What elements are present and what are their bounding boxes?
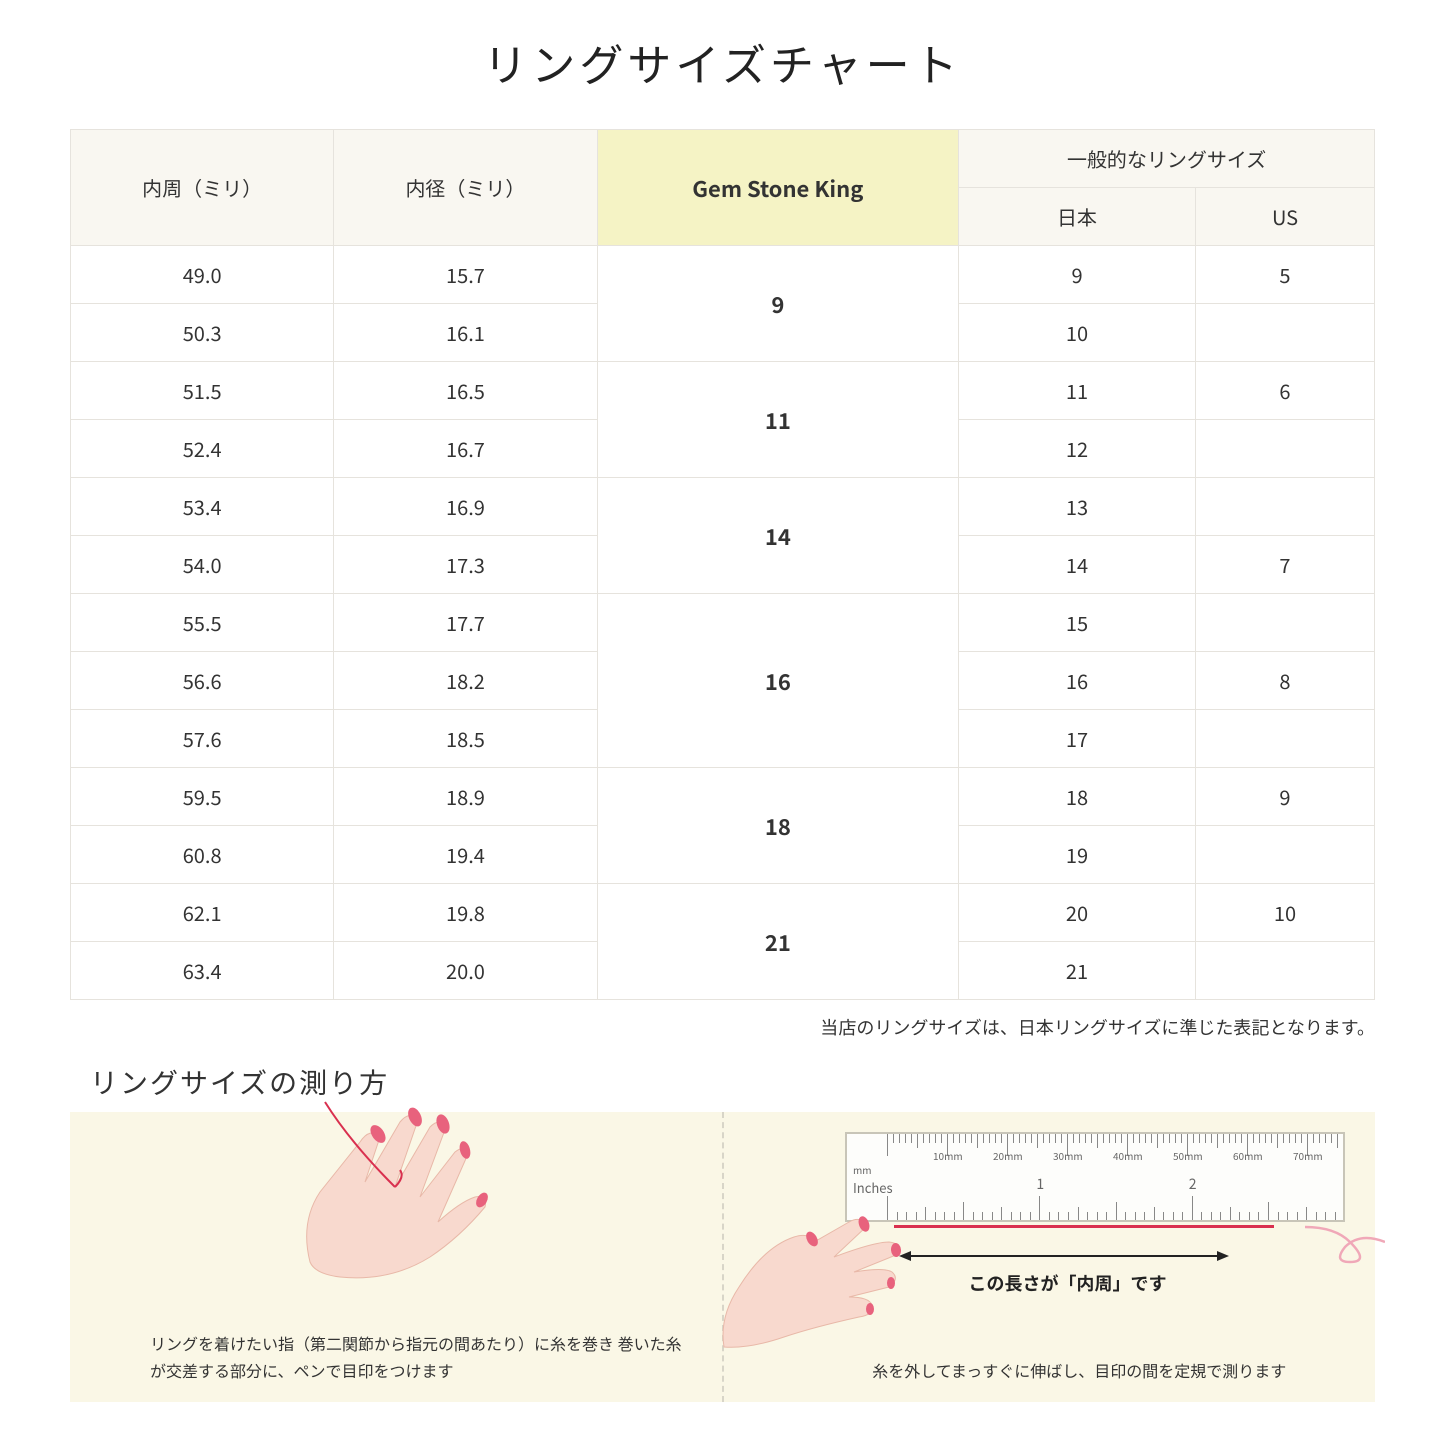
cell-diameter: 16.5 bbox=[334, 362, 597, 420]
cell-gsk: 16 bbox=[597, 594, 958, 768]
cell-circumference: 57.6 bbox=[71, 710, 334, 768]
cell-us bbox=[1195, 594, 1374, 652]
cell-diameter: 20.0 bbox=[334, 942, 597, 1000]
cell-japan: 19 bbox=[959, 826, 1196, 884]
cell-diameter: 18.5 bbox=[334, 710, 597, 768]
cell-japan: 14 bbox=[959, 536, 1196, 594]
table-row: 59.518.918189 bbox=[71, 768, 1375, 826]
cell-diameter: 19.4 bbox=[334, 826, 597, 884]
cell-japan: 16 bbox=[959, 652, 1196, 710]
table-row: 55.517.71615 bbox=[71, 594, 1375, 652]
cell-us: 7 bbox=[1195, 536, 1374, 594]
table-note: 当店のリングサイズは、日本リングサイズに準じた表記となります。 bbox=[70, 1014, 1375, 1040]
cell-gsk: 18 bbox=[597, 768, 958, 884]
cell-circumference: 63.4 bbox=[71, 942, 334, 1000]
hand-hold-icon bbox=[714, 1187, 914, 1357]
cell-japan: 18 bbox=[959, 768, 1196, 826]
cell-circumference: 49.0 bbox=[71, 246, 334, 304]
arrow-label: この長さが「内周」です bbox=[969, 1270, 1167, 1296]
cell-gsk: 21 bbox=[597, 884, 958, 1000]
cell-circumference: 52.4 bbox=[71, 420, 334, 478]
col-common: 一般的なリングサイズ bbox=[959, 130, 1375, 188]
cell-circumference: 62.1 bbox=[71, 884, 334, 942]
page-title: リングサイズチャート bbox=[70, 30, 1375, 94]
cell-diameter: 16.9 bbox=[334, 478, 597, 536]
cell-us bbox=[1195, 826, 1374, 884]
cell-us bbox=[1195, 710, 1374, 768]
ruler-icon: mm Inches 10mm20mm30mm40mm50mm60mm70mm12 bbox=[845, 1132, 1345, 1222]
cell-japan: 9 bbox=[959, 246, 1196, 304]
table-row: 62.119.8212010 bbox=[71, 884, 1375, 942]
col-japan: 日本 bbox=[959, 188, 1196, 246]
col-us: US bbox=[1195, 188, 1374, 246]
cell-japan: 13 bbox=[959, 478, 1196, 536]
table-row: 53.416.91413 bbox=[71, 478, 1375, 536]
cell-japan: 15 bbox=[959, 594, 1196, 652]
cell-us: 5 bbox=[1195, 246, 1374, 304]
cell-japan: 10 bbox=[959, 304, 1196, 362]
cell-diameter: 17.3 bbox=[334, 536, 597, 594]
cell-circumference: 53.4 bbox=[71, 478, 334, 536]
cell-diameter: 17.7 bbox=[334, 594, 597, 652]
cell-diameter: 16.7 bbox=[334, 420, 597, 478]
cell-japan: 17 bbox=[959, 710, 1196, 768]
cell-circumference: 54.0 bbox=[71, 536, 334, 594]
thread-curl-icon bbox=[1305, 1212, 1385, 1272]
cell-us: 10 bbox=[1195, 884, 1374, 942]
cell-circumference: 59.5 bbox=[71, 768, 334, 826]
cell-diameter: 16.1 bbox=[334, 304, 597, 362]
col-circumference: 内周（ミリ） bbox=[71, 130, 334, 246]
cell-us: 8 bbox=[1195, 652, 1374, 710]
step-1-caption: リングを着けたい指（第二関節から指元の間あたり）に糸を巻き 巻いた糸が交差する部… bbox=[150, 1330, 692, 1384]
cell-gsk: 9 bbox=[597, 246, 958, 362]
cell-us bbox=[1195, 942, 1374, 1000]
ring-size-table: 内周（ミリ） 内径（ミリ） Gem Stone King 一般的なリングサイズ … bbox=[70, 129, 1375, 1000]
cell-us: 6 bbox=[1195, 362, 1374, 420]
cell-diameter: 15.7 bbox=[334, 246, 597, 304]
cell-us bbox=[1195, 420, 1374, 478]
cell-us bbox=[1195, 304, 1374, 362]
cell-diameter: 18.9 bbox=[334, 768, 597, 826]
step-2-caption: 糸を外してまっすぐに伸ばし、目印の間を定規で測ります bbox=[814, 1357, 1346, 1384]
col-diameter: 内径（ミリ） bbox=[334, 130, 597, 246]
table-row: 51.516.511116 bbox=[71, 362, 1375, 420]
cell-circumference: 60.8 bbox=[71, 826, 334, 884]
ruler-mm-label: mm bbox=[853, 1162, 872, 1177]
cell-circumference: 51.5 bbox=[71, 362, 334, 420]
hand-wrap-icon bbox=[270, 1082, 530, 1302]
cell-gsk: 11 bbox=[597, 362, 958, 478]
cell-circumference: 56.6 bbox=[71, 652, 334, 710]
cell-us bbox=[1195, 478, 1374, 536]
cell-circumference: 50.3 bbox=[71, 304, 334, 362]
cell-japan: 21 bbox=[959, 942, 1196, 1000]
cell-circumference: 55.5 bbox=[71, 594, 334, 652]
cell-japan: 12 bbox=[959, 420, 1196, 478]
cell-japan: 11 bbox=[959, 362, 1196, 420]
arrow-span-icon bbox=[899, 1247, 1229, 1265]
cell-diameter: 18.2 bbox=[334, 652, 597, 710]
cell-diameter: 19.8 bbox=[334, 884, 597, 942]
table-row: 49.015.7995 bbox=[71, 246, 1375, 304]
cell-us: 9 bbox=[1195, 768, 1374, 826]
cell-japan: 20 bbox=[959, 884, 1196, 942]
col-gsk: Gem Stone King bbox=[597, 130, 958, 246]
measure-step-1: リングを着けたい指（第二関節から指元の間あたり）に糸を巻き 巻いた糸が交差する部… bbox=[70, 1112, 722, 1402]
measure-step-2: mm Inches 10mm20mm30mm40mm50mm60mm70mm12… bbox=[724, 1112, 1376, 1402]
measure-title: リングサイズの測り方 bbox=[70, 1062, 1375, 1102]
cell-gsk: 14 bbox=[597, 478, 958, 594]
measure-instructions: リングを着けたい指（第二関節から指元の間あたり）に糸を巻き 巻いた糸が交差する部… bbox=[70, 1112, 1375, 1402]
thread-icon bbox=[894, 1225, 1274, 1228]
